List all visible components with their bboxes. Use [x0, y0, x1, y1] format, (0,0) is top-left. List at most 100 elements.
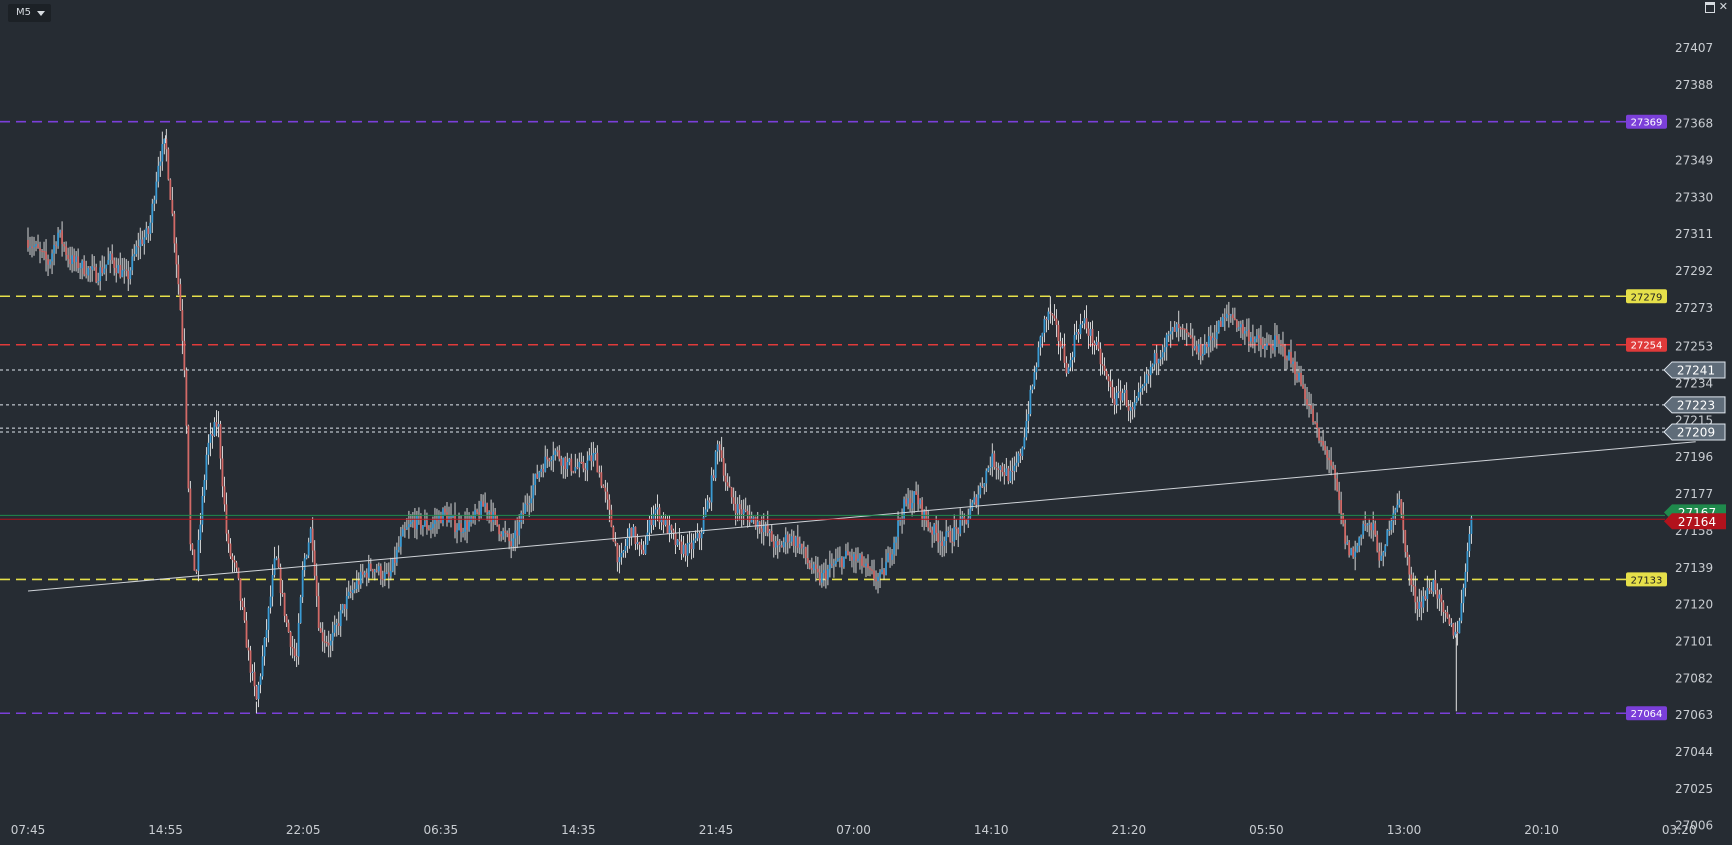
candle-body: [1207, 336, 1210, 348]
candle-body: [265, 629, 268, 638]
candle-body: [1169, 331, 1172, 335]
candle-body: [1027, 414, 1030, 422]
candle-body: [55, 244, 57, 247]
candle-body: [359, 571, 362, 585]
candle-body: [393, 558, 396, 563]
candle-body: [1199, 344, 1202, 356]
candle-body: [570, 458, 573, 472]
candle-body: [299, 597, 302, 623]
candle-body: [941, 541, 944, 546]
candle-body: [1434, 579, 1437, 591]
candle-body: [905, 499, 907, 504]
candle-body: [1213, 337, 1216, 340]
candle-body: [1013, 465, 1016, 472]
candle-body: [853, 554, 855, 561]
y-tick-label: 27139: [1675, 561, 1713, 575]
maximize-icon[interactable]: [1704, 2, 1715, 13]
candle-body: [97, 281, 100, 283]
level-label-box: [1626, 572, 1667, 587]
y-tick-label: 27311: [1675, 227, 1713, 241]
candle-body: [692, 540, 695, 550]
candle-body: [436, 520, 438, 522]
candle-body: [913, 491, 916, 504]
candle-body: [536, 474, 539, 478]
candle-body: [1163, 347, 1166, 353]
candle-body: [1065, 362, 1068, 374]
x-tick-label: 05:50: [1249, 823, 1284, 837]
candle-body: [798, 543, 801, 548]
candle-body: [103, 268, 106, 273]
candle-body: [462, 531, 464, 534]
timeframe-selector[interactable]: M5: [8, 4, 51, 22]
candle-body: [1067, 367, 1070, 374]
y-tick-label: 27101: [1675, 634, 1713, 648]
candle-body: [646, 532, 649, 545]
candle-body: [189, 488, 192, 545]
candle-body: [933, 524, 936, 535]
x-tick-label: 14:55: [148, 823, 183, 837]
candle-body: [738, 504, 741, 510]
candle-body: [1354, 551, 1357, 557]
candle-body: [829, 564, 831, 570]
candle-body: [885, 561, 887, 576]
candle-body: [127, 270, 130, 280]
candle-body: [752, 517, 755, 519]
candle-body: [800, 543, 803, 549]
candle-body: [1135, 397, 1138, 403]
candle-body: [295, 655, 298, 658]
y-tick-label: 27025: [1675, 782, 1713, 796]
candle-body: [588, 455, 591, 461]
candle-body: [289, 632, 292, 647]
candle-body: [1241, 324, 1244, 334]
candle-body: [77, 256, 80, 269]
candle-body: [1410, 574, 1413, 585]
candle-body: [806, 557, 809, 564]
candle-body: [993, 453, 996, 468]
candle-body: [1470, 517, 1473, 534]
candle-body: [187, 425, 190, 489]
candle-body: [788, 541, 791, 543]
candle-body: [955, 527, 958, 530]
candle-body: [674, 533, 677, 546]
candle-body: [624, 546, 627, 551]
candle-body: [446, 512, 448, 523]
candle-body: [630, 527, 633, 537]
candle-body: [594, 452, 597, 455]
close-icon[interactable]: ✕: [1718, 0, 1728, 13]
y-tick-label: 27388: [1675, 78, 1713, 92]
candle-body: [1175, 324, 1178, 332]
candle-body: [1211, 337, 1214, 341]
candle-body: [680, 541, 683, 554]
candle-body: [1185, 329, 1188, 334]
candle-body: [113, 260, 116, 268]
candle-body: [93, 266, 96, 268]
candle-body: [243, 607, 246, 621]
candle-body: [923, 510, 926, 519]
candle-body: [1372, 523, 1375, 531]
candle-body: [824, 570, 827, 580]
candle-body: [949, 530, 952, 542]
candle-body: [323, 641, 326, 643]
candle-body: [512, 538, 515, 547]
candle-body: [796, 537, 799, 548]
candle-body: [458, 523, 460, 531]
candle-body: [422, 525, 424, 529]
candle-body: [1195, 346, 1198, 353]
candle-body: [1430, 590, 1433, 592]
candle-body: [732, 497, 735, 504]
candle-body: [73, 255, 76, 262]
candle-body: [383, 572, 386, 580]
candle-body: [1103, 365, 1106, 371]
candle-body: [408, 524, 410, 528]
candle-body: [199, 524, 202, 540]
candle-body: [1227, 313, 1230, 315]
candle-body: [774, 541, 777, 548]
candle-body: [1037, 347, 1040, 368]
candle-body: [568, 458, 571, 463]
candle-body: [592, 453, 595, 462]
candle-body: [855, 554, 857, 561]
candle-body: [1233, 318, 1236, 321]
candle-body: [1362, 523, 1365, 535]
x-tick-label: 20:10: [1524, 823, 1559, 837]
